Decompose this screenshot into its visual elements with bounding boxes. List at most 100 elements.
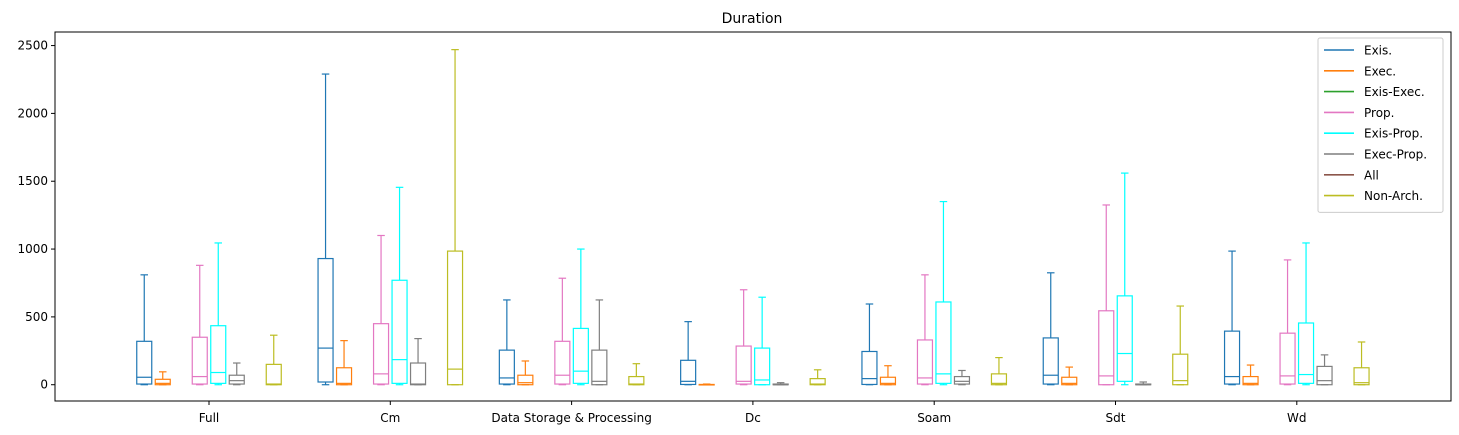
x-tick-label: Cm — [380, 411, 400, 425]
box-exis-prop--6 — [1297, 242, 1315, 386]
legend-label: All — [1364, 168, 1379, 182]
box-body — [953, 375, 971, 385]
box-prop--3 — [735, 289, 752, 386]
box-exec-prop--4 — [953, 369, 971, 386]
y-tick-label: 2000 — [17, 106, 48, 120]
box-body — [136, 340, 153, 385]
box-body — [1116, 295, 1133, 382]
box-body — [628, 375, 645, 386]
box-body — [1297, 322, 1315, 384]
box-prop--6 — [1279, 259, 1296, 386]
legend: Exis. Exec. Exis-Exec. Prop. Exis-Prop. Exec-… — [1317, 37, 1444, 213]
x-tick-label: Full — [199, 411, 220, 425]
axes: 0 500 1000 1500 2000 2500 Full Cm Data Storage &… — [17, 31, 1452, 425]
legend-label: Exis-Exec. — [1364, 85, 1425, 99]
legend-entry-exis-exec-: Exis-Exec. — [1324, 85, 1425, 99]
box-body — [498, 349, 515, 385]
legend-label: Exis. — [1364, 44, 1392, 58]
box-exis--1 — [317, 73, 334, 386]
box-body — [1316, 365, 1333, 386]
box-body — [228, 374, 245, 385]
box-exec--6 — [1242, 364, 1259, 386]
box-body — [191, 336, 208, 385]
box-body — [572, 327, 589, 384]
box-non-arch--3 — [809, 369, 826, 386]
y-tick-label: 1500 — [17, 174, 48, 188]
box-exec-prop--0 — [228, 362, 245, 386]
box-body — [861, 350, 878, 386]
legend-entry-prop-: Prop. — [1324, 106, 1394, 120]
box-body — [517, 374, 534, 386]
legend-label: Exis-Prop. — [1364, 127, 1423, 141]
legend-entry-exec-: Exec. — [1324, 64, 1396, 78]
legend-label: Non-Arch. — [1364, 189, 1423, 203]
box-prop--0 — [191, 264, 208, 386]
box-body — [1042, 337, 1059, 385]
x-tick-label: Sdt — [1106, 411, 1126, 425]
box-non-arch--5 — [1172, 305, 1189, 386]
box-body — [990, 373, 1008, 386]
box-prop--5 — [1098, 204, 1115, 386]
box-non-arch--4 — [990, 356, 1008, 386]
box-exis--0 — [136, 274, 153, 386]
box-body — [1061, 376, 1078, 386]
box-body — [391, 279, 408, 384]
box-exis-prop--3 — [754, 296, 771, 386]
x-tick-label: Data Storage & Processing — [491, 411, 651, 425]
box-exec--2 — [517, 360, 534, 386]
box-exis-prop--0 — [210, 242, 227, 386]
box-exec-prop--6 — [1316, 354, 1333, 386]
box-body — [446, 250, 464, 386]
y-tick-label: 0 — [40, 378, 48, 392]
box-body — [935, 301, 952, 384]
box-body — [809, 378, 826, 386]
box-exec--5 — [1061, 366, 1078, 386]
box-exis-prop--1 — [391, 186, 408, 386]
legend-label: Exec-Prop. — [1364, 148, 1427, 162]
box-exec-prop--5 — [1135, 381, 1152, 386]
box-body — [210, 325, 227, 384]
box-body — [916, 339, 934, 385]
box-non-arch--2 — [628, 363, 645, 386]
legend-entry-non-arch-: Non-Arch. — [1324, 189, 1423, 203]
box-exec--3 — [698, 383, 715, 386]
box-body — [591, 349, 608, 386]
box-body — [1098, 310, 1115, 386]
box-body — [879, 376, 897, 386]
chart-title: Duration — [722, 11, 783, 27]
box-body — [409, 362, 427, 386]
box-body — [680, 359, 697, 386]
y-tick-label: 1000 — [17, 242, 48, 256]
box-body — [317, 257, 334, 383]
box-exec-prop--3 — [772, 382, 789, 386]
box-body — [1223, 330, 1241, 385]
legend-entry-exis-: Exis. — [1324, 44, 1392, 58]
box-exis--6 — [1223, 250, 1241, 386]
box-exis--3 — [680, 321, 697, 386]
box-body — [372, 323, 390, 385]
box-body — [754, 347, 771, 386]
legend-entry-exec-prop-: Exec-Prop. — [1324, 148, 1427, 162]
box-body — [1172, 353, 1189, 386]
box-non-arch--0 — [265, 334, 282, 386]
y-tick-label: 2500 — [17, 39, 48, 53]
y-tick-label: 500 — [25, 310, 48, 324]
box-exec--0 — [154, 371, 171, 386]
box-exec--1 — [335, 340, 353, 386]
legend-label: Prop. — [1364, 106, 1394, 120]
legend-frame — [1317, 37, 1444, 213]
box-prop--2 — [554, 277, 571, 386]
box-body — [554, 340, 571, 385]
box-prop--1 — [372, 234, 390, 386]
box-exec--4 — [879, 365, 897, 386]
box-body — [154, 378, 171, 386]
box-exis--5 — [1042, 272, 1059, 386]
box-exis-prop--2 — [572, 248, 589, 386]
box-non-arch--6 — [1353, 341, 1370, 386]
box-body — [735, 345, 752, 385]
box-non-arch--1 — [446, 49, 464, 386]
x-tick-label: Soam — [917, 411, 951, 425]
x-tick-label: Wd — [1287, 411, 1306, 425]
